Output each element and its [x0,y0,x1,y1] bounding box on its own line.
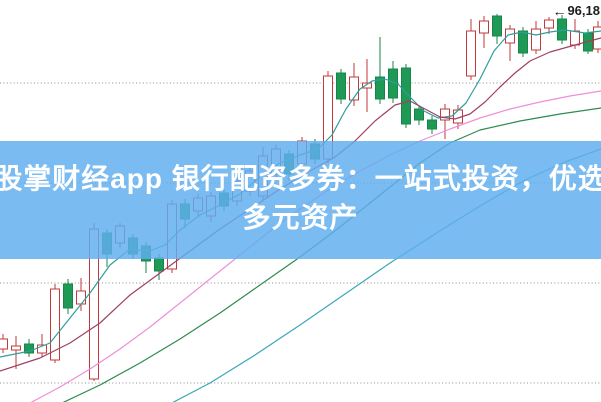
candle-body [11,345,21,351]
candle-body [479,20,489,34]
candle-body [401,67,411,125]
arrow-left-icon: ← [552,3,567,19]
ma10-line [0,37,601,372]
candle-body [375,76,385,100]
candle-body [349,76,359,101]
candle-body [570,30,580,46]
candle-body [24,343,34,354]
candle-body [492,15,502,37]
candle-body [37,344,47,354]
candle-body [427,119,437,130]
candle-body [531,28,541,51]
candle-body [76,290,86,305]
candle-body [544,19,554,29]
candle-body [154,257,164,272]
last-price-value: 96,18 [567,3,600,18]
candle-body [518,30,528,54]
promo-banner[interactable]: 股掌财经app 银行配资多券：一站式投资，优选 多元资产 [0,141,601,259]
candle-body [557,18,567,41]
candle-body [414,108,424,121]
candle-body [336,72,346,100]
candle-body [362,82,372,89]
promo-banner-text-line1: 股掌财经app 银行配资多券：一站式投资，优选 [0,163,601,194]
promo-banner-text-line2: 多元资产 [242,202,359,233]
candle-body [593,26,601,50]
candle-body [440,108,450,121]
last-price-annotation: ← 96,18 [552,3,600,19]
candle-body [505,28,515,44]
candle-body [63,283,73,309]
candle-body [0,338,8,350]
candle-body [466,30,476,77]
candle-body [50,288,60,361]
